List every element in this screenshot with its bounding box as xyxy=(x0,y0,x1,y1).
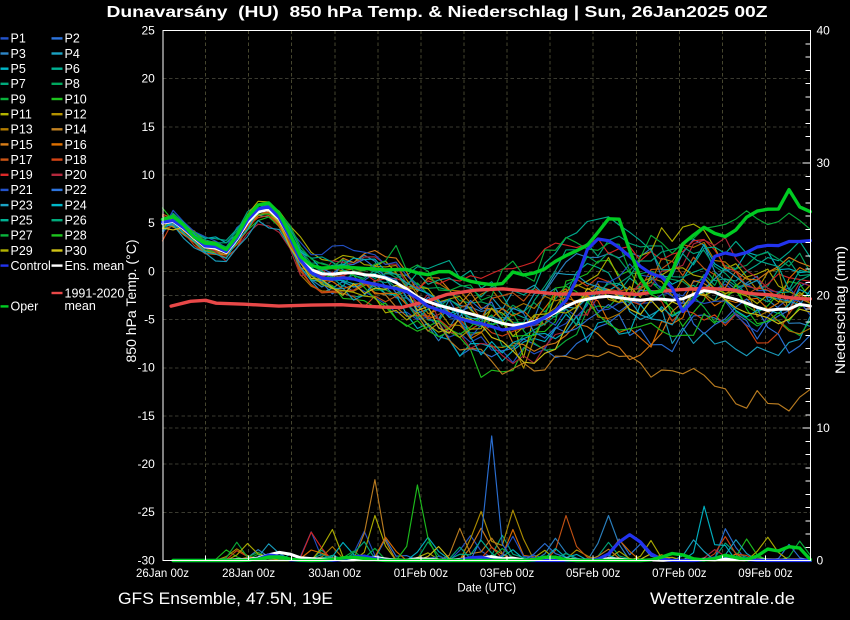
svg-text:-5: -5 xyxy=(144,312,155,326)
svg-text:P25: P25 xyxy=(11,214,33,228)
svg-text:0: 0 xyxy=(148,264,155,278)
svg-text:P16: P16 xyxy=(65,138,87,152)
svg-text:P4: P4 xyxy=(65,47,80,61)
svg-text:15: 15 xyxy=(141,120,155,134)
svg-text:10: 10 xyxy=(141,168,155,182)
svg-text:P14: P14 xyxy=(65,123,87,137)
svg-text:GFS Ensemble, 47.5N, 19E: GFS Ensemble, 47.5N, 19E xyxy=(118,589,333,608)
svg-text:1991-2020: 1991-2020 xyxy=(65,286,125,300)
svg-text:05Feb 00z: 05Feb 00z xyxy=(566,568,621,580)
svg-text:mean: mean xyxy=(65,299,96,313)
svg-text:P17: P17 xyxy=(11,153,33,167)
svg-text:-10: -10 xyxy=(137,361,155,375)
svg-text:P27: P27 xyxy=(11,229,33,243)
svg-text:28Jan 00z: 28Jan 00z xyxy=(222,568,275,580)
svg-text:0: 0 xyxy=(817,553,824,567)
svg-text:Oper: Oper xyxy=(11,300,39,314)
svg-text:P13: P13 xyxy=(11,123,33,137)
svg-text:20: 20 xyxy=(817,288,831,302)
svg-text:P3: P3 xyxy=(11,47,26,61)
svg-text:P20: P20 xyxy=(65,168,87,182)
svg-text:26Jan 00z: 26Jan 00z xyxy=(136,568,189,580)
svg-text:P9: P9 xyxy=(11,92,26,106)
svg-text:Wetterzentrale.de: Wetterzentrale.de xyxy=(650,589,795,608)
svg-text:-20: -20 xyxy=(137,457,155,471)
svg-text:P23: P23 xyxy=(11,198,33,212)
svg-text:40: 40 xyxy=(817,23,831,37)
svg-text:P10: P10 xyxy=(65,92,87,106)
svg-text:P1: P1 xyxy=(11,32,26,46)
svg-text:-15: -15 xyxy=(137,409,155,423)
svg-text:01Feb 00z: 01Feb 00z xyxy=(394,568,449,580)
svg-text:30: 30 xyxy=(817,156,831,170)
svg-text:P24: P24 xyxy=(65,198,87,212)
svg-text:5: 5 xyxy=(148,216,155,230)
svg-text:P7: P7 xyxy=(11,77,26,91)
svg-text:P26: P26 xyxy=(65,214,87,228)
svg-text:P29: P29 xyxy=(11,244,33,258)
svg-text:30Jan 00z: 30Jan 00z xyxy=(308,568,361,580)
svg-text:10: 10 xyxy=(817,421,831,435)
svg-text:P5: P5 xyxy=(11,62,26,76)
svg-text:Niederschlag (mm): Niederschlag (mm) xyxy=(833,246,848,374)
svg-text:850 hPa Temp. (°C): 850 hPa Temp. (°C) xyxy=(124,240,139,363)
svg-text:P18: P18 xyxy=(65,153,87,167)
svg-text:P19: P19 xyxy=(11,168,33,182)
svg-text:03Feb 00z: 03Feb 00z xyxy=(480,568,535,580)
svg-text:Ens. mean: Ens. mean xyxy=(65,259,125,273)
svg-text:Control: Control xyxy=(11,259,51,273)
svg-text:Dunavarsány (HU) 850 hPa Tem: Dunavarsány (HU) 850 hPa Temp. & Nieders… xyxy=(107,4,768,21)
svg-text:P12: P12 xyxy=(65,107,87,121)
svg-text:P2: P2 xyxy=(65,32,80,46)
svg-text:25: 25 xyxy=(141,23,155,37)
svg-text:P28: P28 xyxy=(65,229,87,243)
svg-text:P30: P30 xyxy=(65,244,87,258)
svg-text:Date (UTC): Date (UTC) xyxy=(457,583,516,595)
svg-text:P8: P8 xyxy=(65,77,80,91)
svg-text:P11: P11 xyxy=(11,107,32,121)
svg-text:-30: -30 xyxy=(137,553,155,567)
svg-text:07Feb 00z: 07Feb 00z xyxy=(652,568,707,580)
svg-text:P6: P6 xyxy=(65,62,80,76)
svg-text:20: 20 xyxy=(141,72,155,86)
svg-text:09Feb 00z: 09Feb 00z xyxy=(738,568,793,580)
svg-text:P15: P15 xyxy=(11,138,33,152)
svg-text:P21: P21 xyxy=(11,183,33,197)
svg-text:-25: -25 xyxy=(137,505,155,519)
svg-text:P22: P22 xyxy=(65,183,87,197)
